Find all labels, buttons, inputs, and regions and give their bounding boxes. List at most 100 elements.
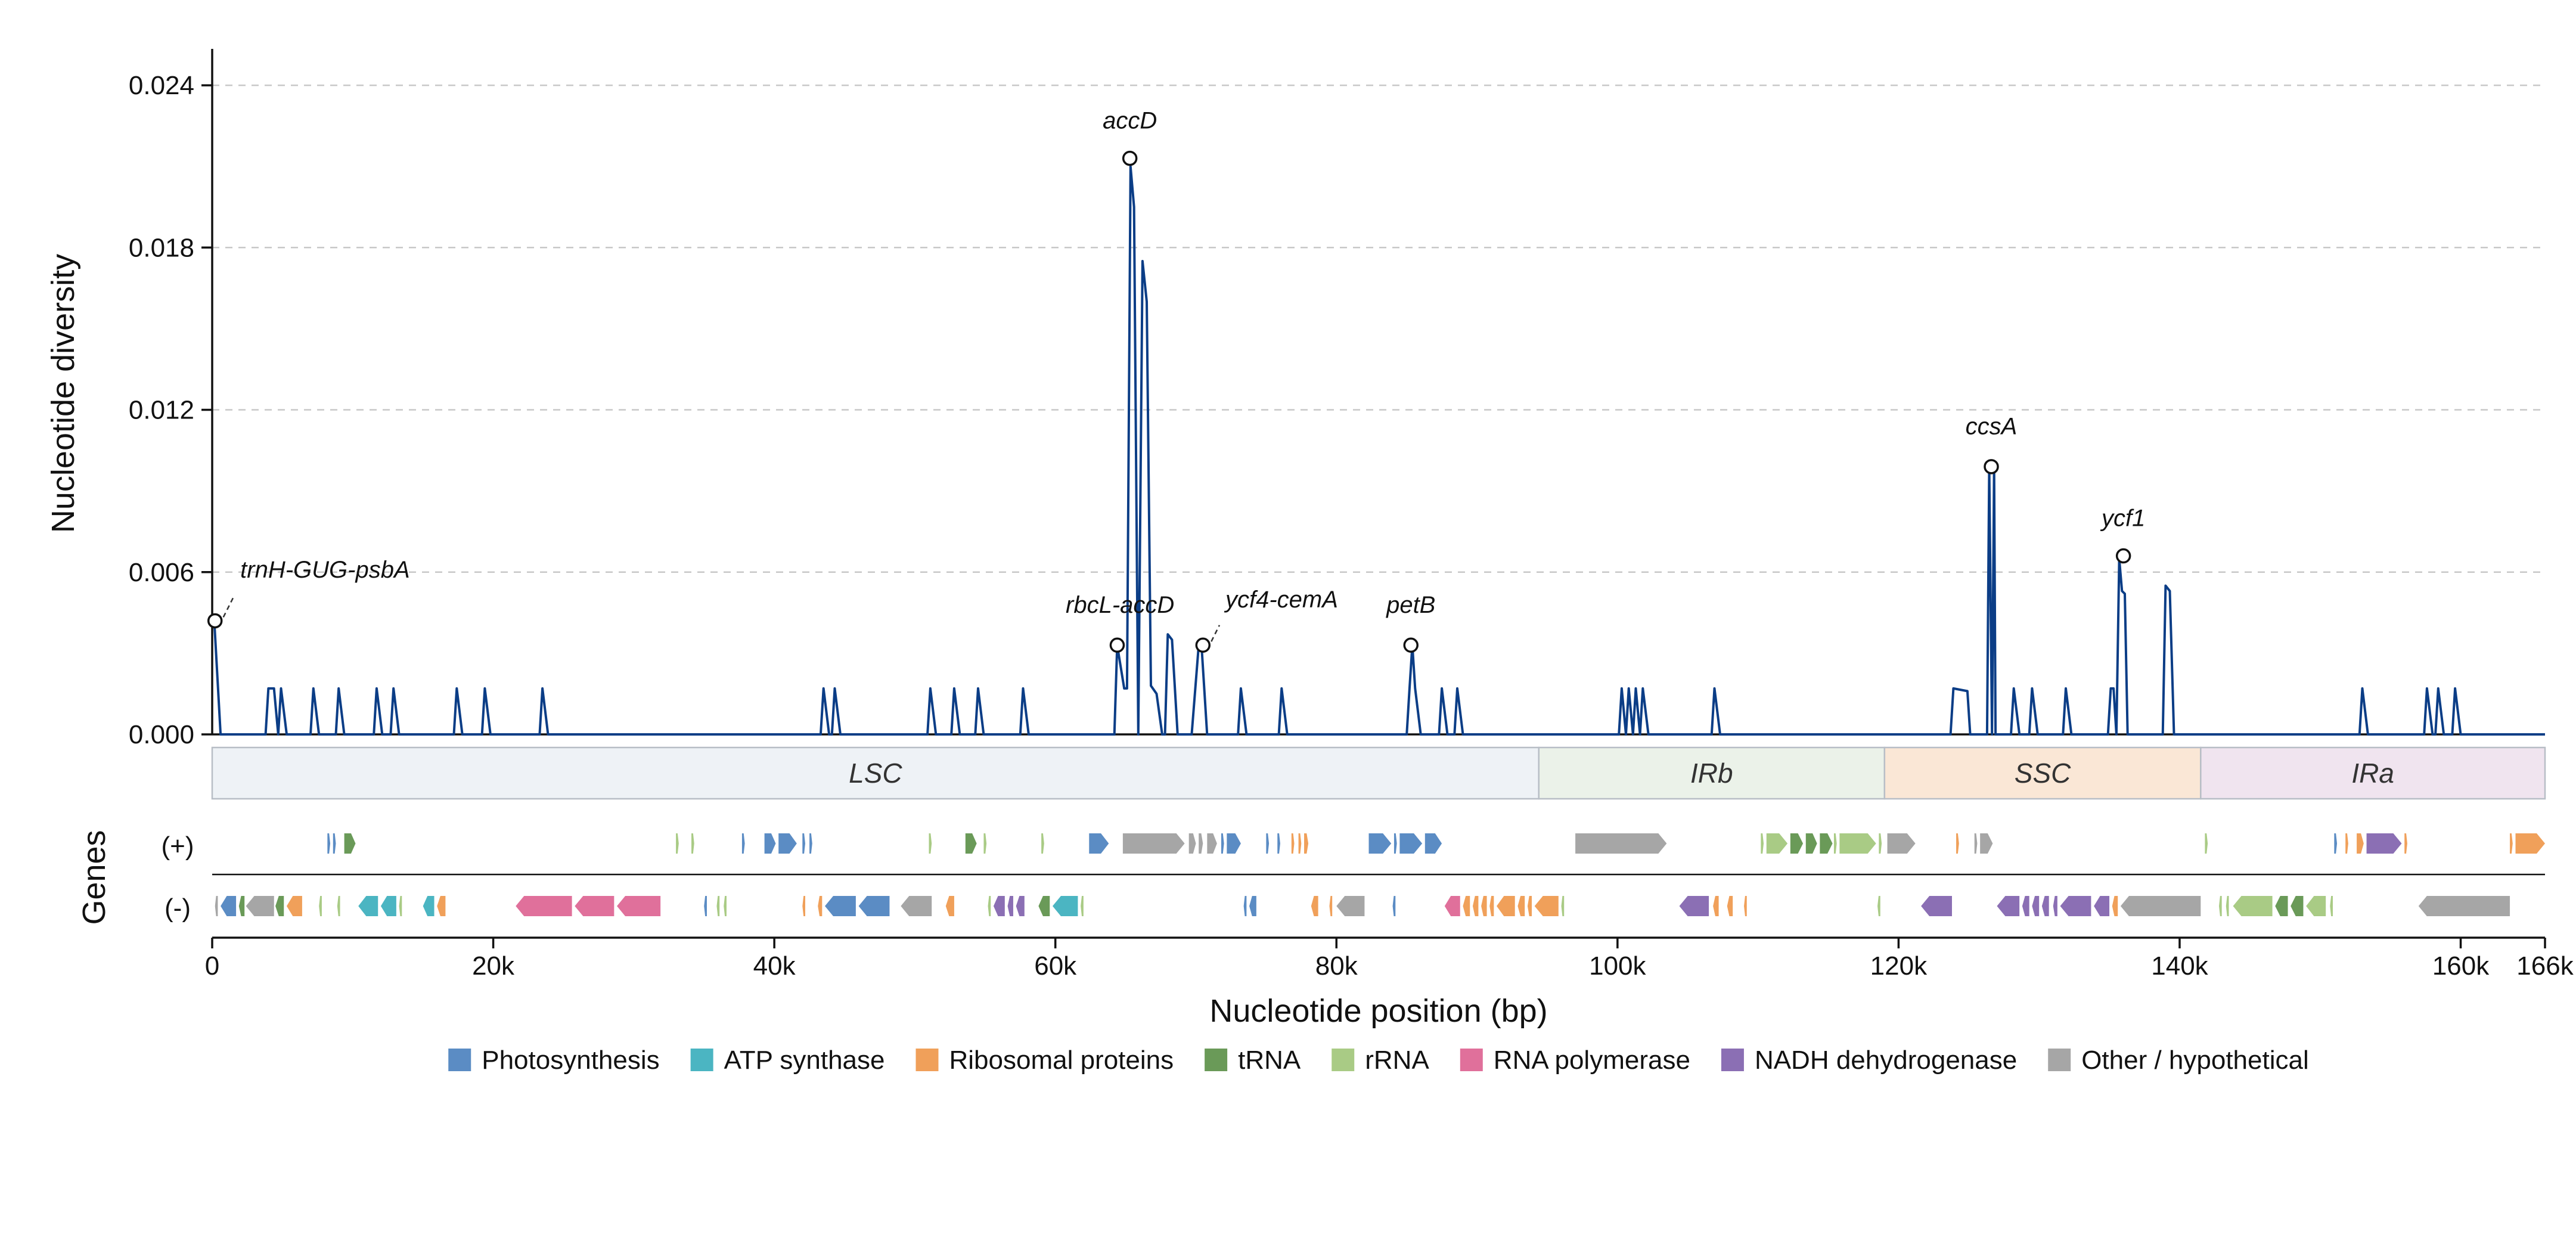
gene-block bbox=[2060, 896, 2091, 916]
gene-block bbox=[1805, 833, 1817, 854]
gene-block bbox=[319, 896, 322, 916]
annotation-leader bbox=[1211, 625, 1221, 642]
gene-block bbox=[2357, 833, 2364, 854]
gene-block bbox=[1221, 833, 1224, 854]
gene-block bbox=[1877, 896, 1880, 916]
annotation-leader bbox=[222, 595, 235, 618]
gene-block bbox=[2510, 833, 2513, 854]
gene-block bbox=[1336, 896, 1365, 916]
gene-block bbox=[215, 896, 218, 916]
gene-block bbox=[2112, 896, 2118, 916]
diversity-line bbox=[212, 165, 2545, 736]
gene-block bbox=[2334, 833, 2338, 854]
gene-block bbox=[993, 896, 1005, 916]
gene-block bbox=[818, 896, 823, 916]
gene-block bbox=[778, 833, 797, 854]
gene-block bbox=[344, 833, 356, 854]
gene-block bbox=[1974, 833, 1978, 854]
gene-block bbox=[1399, 833, 1423, 854]
gene-block bbox=[965, 833, 977, 854]
gene-block bbox=[1041, 833, 1044, 854]
gene-block bbox=[327, 833, 331, 854]
gene-block bbox=[1833, 833, 1837, 854]
gene-block bbox=[1311, 896, 1318, 916]
gene-block bbox=[1472, 896, 1479, 916]
gene-block bbox=[1291, 833, 1295, 854]
gene-block bbox=[286, 896, 302, 916]
gene-block bbox=[2226, 896, 2229, 916]
peak-marker bbox=[1403, 637, 1419, 653]
gene-block bbox=[1561, 896, 1565, 916]
gene-block bbox=[1392, 896, 1396, 916]
gene-block bbox=[221, 896, 237, 916]
gene-block bbox=[2022, 896, 2029, 916]
gene-block bbox=[1249, 896, 1256, 916]
peak-label: ccsA bbox=[1966, 413, 2018, 439]
legend-swatch bbox=[1721, 1049, 1744, 1071]
x-tick-label: 40k bbox=[753, 951, 796, 981]
gene-block bbox=[2306, 896, 2326, 916]
gene-block bbox=[2418, 896, 2510, 916]
legend-label: rRNA bbox=[1365, 1046, 1429, 1075]
gene-block bbox=[1534, 896, 1559, 916]
gene-block bbox=[1727, 896, 1733, 916]
y-grid bbox=[212, 84, 2545, 573]
peak-label: accD bbox=[1103, 108, 1157, 134]
gene-block bbox=[802, 833, 806, 854]
legend-label: tRNA bbox=[1238, 1046, 1301, 1075]
gene-block bbox=[676, 833, 679, 854]
x-tick-label: 0 bbox=[205, 951, 219, 981]
x-tick-label: 160k bbox=[2432, 951, 2490, 981]
gene-block bbox=[802, 896, 806, 916]
region-label: IRa bbox=[2351, 758, 2394, 789]
peak-annotations: trnH-GUG-psbA rbcL-accD accD ycf4-cemA petB c… bbox=[207, 108, 2145, 653]
gene-block bbox=[358, 896, 378, 916]
gene-block bbox=[2233, 896, 2273, 916]
gene-block bbox=[691, 833, 694, 854]
gene-block bbox=[2032, 896, 2040, 916]
x-tick-label: 80k bbox=[1315, 951, 1358, 981]
peak-marker bbox=[1122, 150, 1138, 166]
y-tick-label: 0.000 bbox=[129, 720, 194, 749]
gene-block bbox=[809, 833, 812, 854]
gene-block bbox=[1081, 896, 1084, 916]
gene-block bbox=[1444, 896, 1460, 916]
gene-block bbox=[764, 833, 776, 854]
y-tick-label: 0.012 bbox=[129, 396, 194, 425]
gene-block bbox=[1497, 896, 1515, 916]
gene-block bbox=[704, 896, 707, 916]
gene-block bbox=[1766, 833, 1788, 854]
peak-label: petB bbox=[1386, 592, 1435, 618]
x-tick-label: 100k bbox=[1589, 951, 1646, 981]
x-tick-label: 166k bbox=[2516, 951, 2574, 981]
region-label: LSC bbox=[849, 758, 902, 789]
gene-block bbox=[516, 896, 572, 916]
gene-block bbox=[2094, 896, 2110, 916]
gene-block bbox=[1199, 833, 1203, 854]
gene-block bbox=[1007, 896, 1013, 916]
peak-marker bbox=[1984, 459, 1999, 474]
gene-block bbox=[2291, 896, 2304, 916]
gene-block bbox=[1207, 833, 1217, 854]
gene-block bbox=[1016, 896, 1025, 916]
gene-block bbox=[1243, 896, 1247, 916]
peak-marker bbox=[207, 613, 223, 629]
peak-marker bbox=[1195, 637, 1211, 653]
legend-swatch bbox=[915, 1049, 939, 1071]
region-irb bbox=[1538, 746, 1886, 800]
gene-block bbox=[1879, 833, 1882, 854]
region-bar: LSC IRb SSC IRa bbox=[211, 746, 2546, 800]
gene-block bbox=[724, 896, 727, 916]
gene-block bbox=[1304, 833, 1309, 854]
gene-block bbox=[988, 896, 991, 916]
gene-block bbox=[2120, 896, 2201, 916]
gene-block bbox=[575, 896, 614, 916]
gene-block bbox=[2330, 896, 2333, 916]
gene-block bbox=[716, 896, 720, 916]
gene-block bbox=[1038, 896, 1050, 916]
gene-block bbox=[858, 896, 890, 916]
x-tick-label: 60k bbox=[1034, 951, 1077, 981]
gene-block bbox=[1820, 833, 1833, 854]
peak-label: ycf1 bbox=[2100, 505, 2145, 532]
legend-swatch bbox=[448, 1049, 471, 1071]
